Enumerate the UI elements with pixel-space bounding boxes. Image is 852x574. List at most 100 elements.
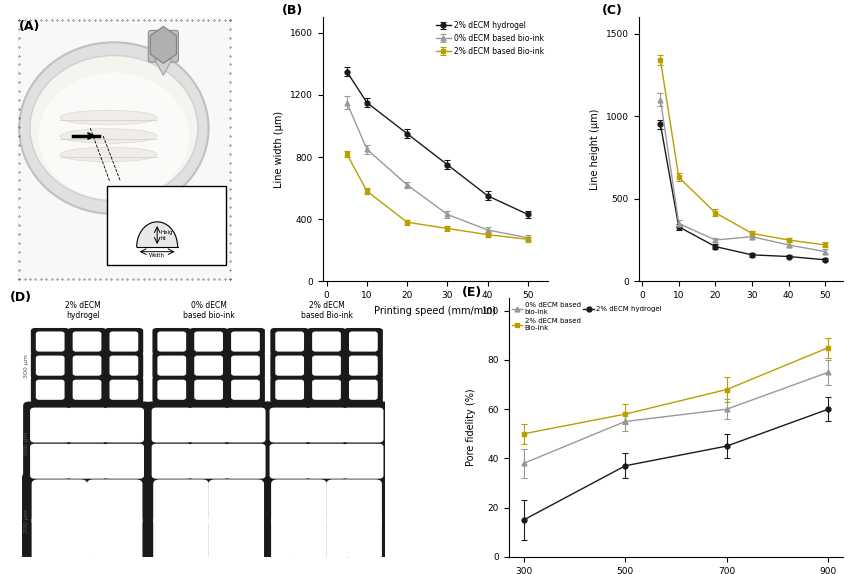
FancyBboxPatch shape bbox=[78, 507, 152, 570]
FancyBboxPatch shape bbox=[271, 515, 326, 562]
FancyBboxPatch shape bbox=[23, 438, 78, 484]
FancyBboxPatch shape bbox=[188, 408, 228, 443]
Ellipse shape bbox=[60, 129, 157, 144]
FancyBboxPatch shape bbox=[344, 352, 383, 379]
Text: (C): (C) bbox=[602, 4, 623, 17]
Bar bbox=[32, 407, 142, 479]
FancyBboxPatch shape bbox=[188, 444, 228, 479]
FancyBboxPatch shape bbox=[31, 328, 70, 355]
FancyBboxPatch shape bbox=[72, 355, 101, 376]
FancyBboxPatch shape bbox=[153, 515, 209, 562]
FancyBboxPatch shape bbox=[270, 328, 309, 355]
FancyBboxPatch shape bbox=[36, 331, 65, 352]
FancyBboxPatch shape bbox=[67, 376, 106, 404]
Text: (B): (B) bbox=[282, 4, 303, 17]
FancyBboxPatch shape bbox=[308, 328, 346, 355]
Bar bbox=[271, 329, 382, 402]
FancyBboxPatch shape bbox=[152, 408, 192, 443]
Bar bbox=[153, 329, 264, 402]
FancyBboxPatch shape bbox=[299, 402, 354, 448]
FancyBboxPatch shape bbox=[189, 328, 228, 355]
FancyBboxPatch shape bbox=[97, 438, 151, 484]
Legend: 2% dECM hydrogel, 0% dECM based bio-ink, 2% dECM based Bio-ink: 2% dECM hydrogel, 0% dECM based bio-ink,… bbox=[436, 21, 544, 56]
FancyBboxPatch shape bbox=[270, 352, 309, 379]
FancyBboxPatch shape bbox=[60, 402, 114, 448]
FancyBboxPatch shape bbox=[312, 355, 341, 376]
Bar bbox=[153, 407, 264, 479]
FancyBboxPatch shape bbox=[349, 355, 377, 376]
FancyBboxPatch shape bbox=[110, 355, 138, 376]
FancyBboxPatch shape bbox=[226, 328, 265, 355]
Bar bbox=[271, 484, 382, 557]
Text: 0% dECM
based bio-ink: 0% dECM based bio-ink bbox=[182, 301, 234, 320]
Text: 700 μm: 700 μm bbox=[24, 509, 29, 533]
Bar bbox=[32, 329, 142, 402]
Text: 300 μm: 300 μm bbox=[24, 354, 29, 378]
FancyBboxPatch shape bbox=[78, 471, 152, 534]
FancyBboxPatch shape bbox=[307, 408, 347, 443]
Bar bbox=[271, 407, 382, 479]
Text: Heig
ht: Heig ht bbox=[160, 230, 173, 241]
FancyBboxPatch shape bbox=[349, 331, 377, 352]
FancyBboxPatch shape bbox=[67, 352, 106, 379]
FancyBboxPatch shape bbox=[226, 352, 265, 379]
Text: (D): (D) bbox=[9, 290, 32, 304]
FancyBboxPatch shape bbox=[317, 471, 392, 534]
FancyBboxPatch shape bbox=[152, 444, 192, 479]
FancyBboxPatch shape bbox=[307, 444, 347, 479]
X-axis label: Printing speed (mm/min): Printing speed (mm/min) bbox=[374, 305, 497, 316]
FancyBboxPatch shape bbox=[343, 444, 383, 479]
FancyBboxPatch shape bbox=[209, 515, 264, 562]
FancyBboxPatch shape bbox=[337, 402, 390, 448]
FancyBboxPatch shape bbox=[337, 438, 390, 484]
Legend: 0% dECM based
bio-ink, 2% dECM based
Bio-ink, 2% dECM hydrogel: 0% dECM based bio-ink, 2% dECM based Bio… bbox=[512, 302, 661, 331]
FancyBboxPatch shape bbox=[110, 331, 138, 352]
Text: 2% dECM
based Bio-ink: 2% dECM based Bio-ink bbox=[301, 301, 353, 320]
Text: 500 μm: 500 μm bbox=[24, 431, 29, 455]
FancyBboxPatch shape bbox=[312, 379, 341, 400]
FancyBboxPatch shape bbox=[194, 379, 223, 400]
FancyBboxPatch shape bbox=[60, 438, 114, 484]
FancyBboxPatch shape bbox=[199, 507, 273, 570]
FancyBboxPatch shape bbox=[269, 408, 310, 443]
FancyBboxPatch shape bbox=[275, 379, 304, 400]
FancyBboxPatch shape bbox=[308, 376, 346, 404]
FancyBboxPatch shape bbox=[32, 515, 87, 562]
FancyBboxPatch shape bbox=[194, 355, 223, 376]
FancyBboxPatch shape bbox=[209, 479, 264, 526]
FancyBboxPatch shape bbox=[218, 438, 273, 484]
FancyBboxPatch shape bbox=[275, 331, 304, 352]
FancyBboxPatch shape bbox=[225, 444, 266, 479]
Text: Width: Width bbox=[149, 254, 165, 258]
Y-axis label: Line height (μm): Line height (μm) bbox=[590, 108, 600, 190]
FancyBboxPatch shape bbox=[22, 471, 97, 534]
FancyBboxPatch shape bbox=[148, 30, 178, 62]
FancyBboxPatch shape bbox=[269, 444, 310, 479]
FancyBboxPatch shape bbox=[275, 355, 304, 376]
FancyBboxPatch shape bbox=[153, 328, 191, 355]
FancyBboxPatch shape bbox=[226, 376, 265, 404]
FancyBboxPatch shape bbox=[271, 479, 326, 526]
FancyBboxPatch shape bbox=[218, 402, 273, 448]
FancyBboxPatch shape bbox=[145, 438, 199, 484]
Bar bbox=[153, 484, 264, 557]
Text: 2% dECM
hydrogel: 2% dECM hydrogel bbox=[66, 301, 101, 320]
FancyBboxPatch shape bbox=[104, 408, 144, 443]
FancyBboxPatch shape bbox=[67, 328, 106, 355]
FancyBboxPatch shape bbox=[72, 331, 101, 352]
FancyBboxPatch shape bbox=[97, 402, 151, 448]
Ellipse shape bbox=[38, 73, 189, 199]
FancyBboxPatch shape bbox=[299, 438, 354, 484]
FancyBboxPatch shape bbox=[72, 379, 101, 400]
Ellipse shape bbox=[60, 110, 157, 125]
FancyBboxPatch shape bbox=[105, 352, 143, 379]
X-axis label: Printing speed (mm/min): Printing speed (mm/min) bbox=[680, 305, 802, 316]
FancyBboxPatch shape bbox=[270, 376, 309, 404]
FancyBboxPatch shape bbox=[87, 515, 142, 562]
FancyBboxPatch shape bbox=[144, 471, 218, 534]
Polygon shape bbox=[155, 60, 172, 75]
FancyBboxPatch shape bbox=[231, 379, 260, 400]
FancyBboxPatch shape bbox=[194, 331, 223, 352]
Text: (E): (E) bbox=[462, 285, 482, 298]
FancyBboxPatch shape bbox=[110, 379, 138, 400]
